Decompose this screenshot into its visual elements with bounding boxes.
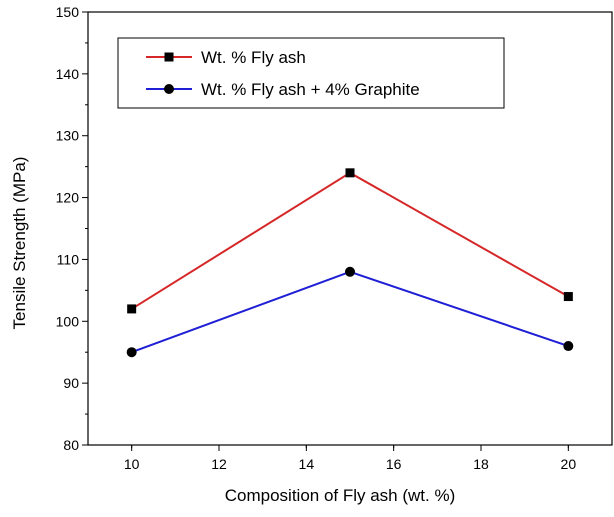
data-point-wt-fly-ash: [127, 304, 137, 314]
x-tick-label: 14: [299, 456, 315, 472]
y-tick-label: 110: [57, 251, 80, 267]
legend-label-fly-ash-graphite: Wt. % Fly ash + 4% Graphite: [201, 80, 420, 99]
legend-marker-square: [164, 52, 174, 62]
x-tick-label: 20: [561, 456, 577, 472]
data-point-wt-fly-ash: [345, 168, 355, 178]
x-tick-label: 10: [124, 456, 140, 472]
legend-box: [117, 37, 505, 109]
y-tick-label: 90: [63, 375, 79, 391]
data-point-wt-fly-ash-4-graphite: [345, 266, 355, 277]
series-line-wt-fly-ash: [131, 171, 569, 310]
x-axis-title: Composition of Fly ash (wt. %): [225, 486, 456, 505]
data-point-wt-fly-ash-4-graphite: [126, 347, 137, 358]
x-tick-label: 12: [211, 456, 227, 472]
legend-label-fly-ash: Wt. % Fly ash: [201, 48, 306, 67]
y-tick-label: 120: [56, 190, 80, 206]
y-axis: 80 90 100 110 120 130 140 150: [56, 4, 88, 453]
series-layer: [126, 168, 574, 358]
y-tick-label: 80: [63, 437, 79, 453]
y-axis-title: Tensile Strength (MPa): [10, 157, 29, 330]
series-wt-fly-ash-4-graphite: [126, 266, 574, 358]
data-point-wt-fly-ash: [563, 292, 573, 302]
legend-marker-circle: [164, 84, 174, 94]
data-point-wt-fly-ash-4-graphite: [563, 341, 574, 352]
y-tick-label: 100: [56, 313, 80, 329]
y-tick-label: 150: [56, 4, 80, 20]
y-tick-label: 140: [56, 66, 80, 82]
x-tick-label: 16: [386, 456, 402, 472]
x-tick-label: 18: [473, 456, 489, 472]
legend: Wt. % Fly ash Wt. % Fly ash + 4% Graphit…: [117, 37, 505, 109]
y-tick-label: 130: [56, 128, 80, 144]
x-axis: 10 12 14 16 18 20: [124, 445, 576, 472]
series-wt-fly-ash: [127, 168, 573, 314]
series-line-wt-fly-ash-4-graphite: [131, 270, 569, 354]
